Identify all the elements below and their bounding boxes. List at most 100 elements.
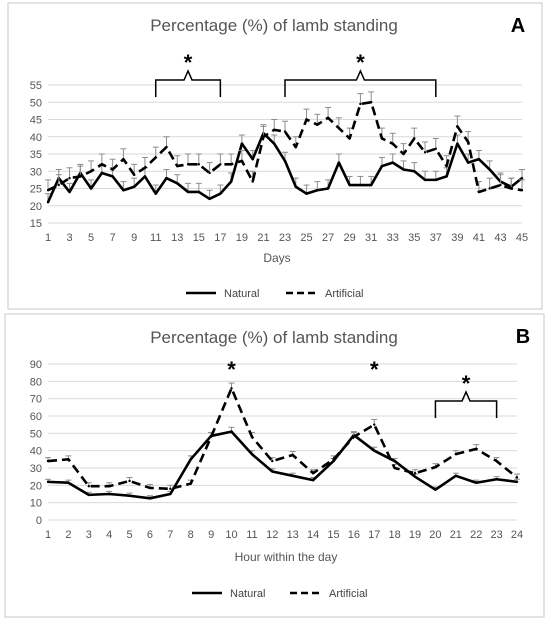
data-point (454, 452, 458, 456)
y-tick-label: 40 (30, 132, 42, 144)
x-tick-label: 1 (45, 529, 51, 541)
data-point (515, 476, 519, 479)
data-point (273, 142, 276, 145)
data-point (271, 470, 274, 473)
data-point (89, 187, 93, 190)
data-point (154, 192, 157, 195)
legend-artificial-label: Artificial (325, 288, 364, 300)
data-point (305, 192, 308, 195)
data-point (219, 163, 222, 166)
data-point (251, 157, 254, 161)
x-tick-label: 13 (171, 232, 183, 244)
x-tick-label: 5 (127, 529, 133, 541)
series-artificial-line (47, 386, 518, 491)
panel-b-frame (4, 313, 545, 618)
data-point (359, 102, 362, 106)
y-tick-label: 15 (30, 218, 42, 230)
panel-a-x-axis: 1 3 5 7 9 11 13 15 17 19 21 23 25 27 29 31 33 35 37 39 41 43 4… (45, 232, 528, 244)
data-point (57, 183, 60, 187)
x-tick-label: 4 (106, 529, 112, 541)
data-point (68, 176, 71, 180)
panel-a-title: Percentage (%) of lamb standing (150, 16, 398, 35)
data-point (87, 493, 90, 497)
data-point (132, 185, 136, 188)
x-tick-label: 2 (65, 529, 71, 541)
y-tick-label: 30 (30, 463, 42, 475)
data-point (143, 175, 147, 178)
x-tick-label: 45 (516, 232, 528, 244)
data-point (79, 175, 82, 178)
y-tick-label: 55 (30, 80, 42, 92)
y-tick-label: 0 (36, 515, 42, 527)
x-tick-label: 6 (147, 529, 153, 541)
data-point (466, 161, 470, 164)
x-tick-label: 15 (193, 232, 205, 244)
data-point (250, 435, 254, 438)
data-point (219, 192, 222, 195)
panel-a-legend: Natural Artificial (186, 288, 364, 300)
significance-star: * (227, 357, 236, 382)
data-point (89, 170, 93, 173)
data-point (169, 487, 172, 490)
data-point (154, 156, 157, 159)
x-tick-label: 43 (494, 232, 506, 244)
data-point (107, 485, 111, 488)
data-point (122, 189, 125, 192)
data-point (107, 492, 111, 496)
panel-b-y-axis: 0 10 20 30 40 50 60 70 80 90 (30, 359, 42, 527)
data-point (445, 164, 448, 168)
x-tick-label: 41 (473, 232, 485, 244)
x-tick-label: 29 (344, 232, 356, 244)
data-point (186, 190, 190, 194)
data-point (189, 482, 192, 485)
y-tick-label: 20 (30, 480, 42, 492)
data-point (434, 488, 437, 491)
y-tick-label: 70 (30, 394, 42, 406)
data-point (67, 481, 70, 484)
data-point (291, 474, 294, 477)
x-tick-label: 13 (287, 529, 299, 541)
x-tick-label: 3 (86, 529, 92, 541)
x-tick-label: 9 (131, 232, 137, 244)
data-point (271, 459, 274, 463)
data-point (373, 449, 376, 452)
x-tick-label: 9 (208, 529, 214, 541)
data-point (515, 480, 519, 484)
data-point (100, 171, 104, 175)
data-point (197, 163, 201, 166)
x-tick-label: 19 (409, 529, 421, 541)
data-point (46, 480, 50, 484)
y-tick-label: 35 (30, 149, 42, 161)
data-point (380, 137, 384, 140)
data-point (466, 140, 470, 144)
significance-bracket (154, 69, 222, 97)
data-point (348, 137, 351, 140)
data-point (143, 166, 147, 169)
data-point (369, 101, 373, 104)
panel-b-x-axis: 1 2 3 4 5 6 7 8 9 10 11 12 13 14 15 16 17 18 19 20 21 22 23 24 (45, 529, 523, 541)
data-point (132, 173, 136, 176)
data-point (454, 474, 458, 477)
data-point (326, 187, 330, 190)
x-tick-label: 7 (110, 232, 116, 244)
x-tick-label: 7 (167, 529, 173, 541)
data-point (148, 497, 152, 500)
data-point (488, 187, 491, 190)
data-point (240, 159, 244, 163)
data-point (337, 161, 341, 164)
panel-b-letter: B (516, 326, 530, 348)
y-tick-label: 90 (30, 359, 42, 371)
data-point (393, 459, 396, 463)
data-point (128, 494, 131, 497)
series-natural-points (46, 132, 524, 204)
data-point (393, 466, 396, 470)
panel-a-significance: * * (154, 50, 437, 97)
data-point (445, 175, 448, 178)
data-point (475, 481, 478, 484)
x-tick-label: 35 (408, 232, 420, 244)
data-point (423, 178, 427, 182)
data-point (413, 472, 417, 475)
data-point (169, 492, 172, 496)
x-tick-label: 33 (387, 232, 399, 244)
legend-natural-label: Natural (224, 288, 259, 300)
